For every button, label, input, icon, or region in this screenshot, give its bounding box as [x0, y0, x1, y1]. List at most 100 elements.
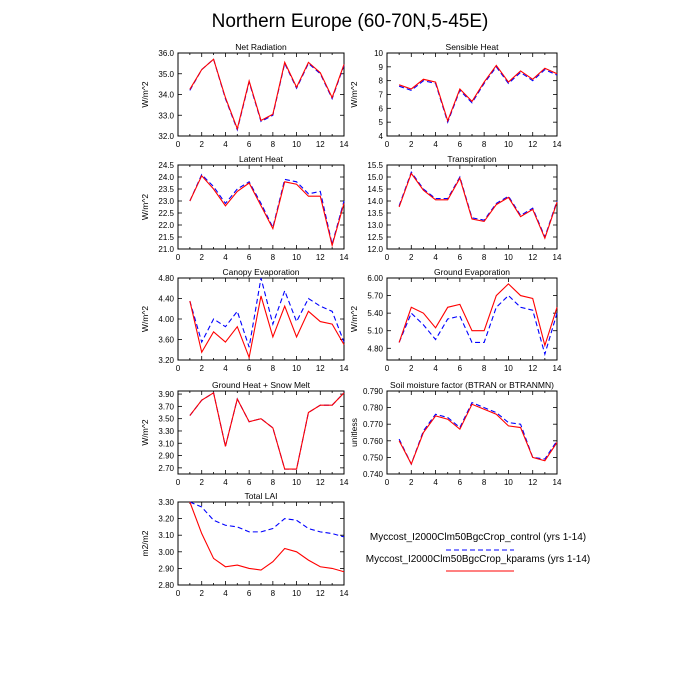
y-tick-label: 36.0 — [158, 49, 174, 58]
legend: Myccost_I2000Clm50BgcCrop_control (yrs 1… — [366, 532, 591, 572]
x-tick-label: 4 — [223, 589, 228, 598]
series-line-1 — [189, 501, 345, 538]
series-line-1 — [189, 391, 345, 470]
x-tick-label: 2 — [199, 364, 204, 373]
panel-title: Total LAI — [244, 491, 277, 501]
x-tick-label: 4 — [223, 364, 228, 373]
x-tick-label: 8 — [271, 589, 276, 598]
x-tick-label: 8 — [271, 364, 276, 373]
y-tick-label: 4.00 — [158, 315, 174, 324]
x-tick-label: 10 — [504, 253, 513, 262]
x-tick-label: 8 — [271, 478, 276, 487]
x-tick-label: 6 — [247, 589, 252, 598]
y-tick-label: 3.10 — [158, 531, 174, 540]
y-tick-label: 23.5 — [158, 185, 174, 194]
series-line-2 — [189, 295, 345, 360]
y-tick-label: 21.0 — [158, 245, 174, 254]
x-tick-label: 2 — [409, 364, 414, 373]
x-tick-label: 2 — [409, 478, 414, 487]
y-tick-label: 10 — [374, 49, 383, 58]
y-tick-label: 2.90 — [158, 452, 174, 461]
y-tick-label: 3.70 — [158, 402, 174, 411]
y-tick-label: 0.750 — [363, 453, 384, 462]
x-tick-label: 8 — [271, 140, 276, 149]
y-tick-label: 13.0 — [367, 221, 383, 230]
x-tick-label: 10 — [292, 253, 301, 262]
x-tick-label: 10 — [504, 364, 513, 373]
x-tick-label: 12 — [316, 253, 325, 262]
x-tick-label: 2 — [199, 140, 204, 149]
panel-title: Ground Evaporation — [434, 267, 510, 277]
legend-label-2: Myccost_I2000Clm50BgcCrop_kparams (yrs 1… — [366, 554, 591, 565]
x-tick-label: 6 — [458, 364, 463, 373]
y-axis-label: W/m^2 — [140, 306, 150, 332]
x-tick-label: 6 — [458, 140, 463, 149]
y-tick-label: 23.0 — [158, 197, 174, 206]
series-line-1 — [398, 401, 558, 466]
series-line-2 — [398, 64, 558, 123]
panel-title: Sensible Heat — [446, 42, 500, 52]
x-tick-label: 0 — [176, 364, 181, 373]
panel-5: 0 2 4 6 8 10 12 14 3.20 3.60 4.00 4.40 4.80 Canopy Ev… — [140, 267, 349, 373]
y-axis-label: W/m^2 — [349, 306, 359, 332]
y-tick-label: 2.90 — [158, 564, 174, 573]
series-line-2 — [189, 174, 345, 248]
y-tick-label: 4 — [379, 132, 384, 141]
x-tick-label: 14 — [553, 478, 562, 487]
x-tick-label: 14 — [553, 364, 562, 373]
x-tick-label: 8 — [482, 364, 487, 373]
y-tick-label: 3.50 — [158, 415, 174, 424]
y-tick-label: 3.10 — [158, 439, 174, 448]
y-tick-label: 4.80 — [158, 274, 174, 283]
y-tick-label: 4.40 — [158, 295, 174, 304]
series-line-1 — [398, 294, 558, 357]
y-tick-label: 14.5 — [367, 185, 383, 194]
y-tick-label: 0.780 — [363, 404, 384, 413]
x-tick-label: 6 — [247, 140, 252, 149]
x-tick-label: 4 — [433, 140, 438, 149]
plot-frame — [177, 277, 345, 361]
x-tick-label: 12 — [528, 478, 537, 487]
y-tick-label: 3.30 — [158, 427, 174, 436]
x-tick-label: 0 — [176, 253, 181, 262]
y-tick-label: 3.90 — [158, 390, 174, 399]
x-tick-label: 10 — [504, 140, 513, 149]
y-axis-label: W/m^2 — [140, 194, 150, 220]
x-tick-label: 4 — [223, 253, 228, 262]
plot-frame — [177, 52, 345, 137]
y-axis-label: m2/m2 — [140, 530, 150, 556]
panel-8: 0 2 4 6 8 10 12 14 0.740 0.750 0.760 0.770 0.780 0.79… — [349, 380, 562, 487]
panel-title: Ground Heat + Snow Melt — [212, 380, 311, 390]
x-tick-label: 14 — [553, 253, 562, 262]
y-tick-label: 0.770 — [363, 420, 384, 429]
y-tick-label: 2.70 — [158, 464, 174, 473]
x-tick-label: 10 — [292, 364, 301, 373]
panel-9: 0 2 4 6 8 10 12 14 2.80 2.90 3.00 3.10 3.20 3.30 Total… — [140, 491, 349, 598]
y-tick-label: 12.0 — [367, 245, 383, 254]
y-tick-label: 21.5 — [158, 233, 174, 242]
y-tick-label: 0.760 — [363, 437, 384, 446]
y-tick-label: 24.5 — [158, 161, 174, 170]
x-tick-label: 10 — [292, 140, 301, 149]
y-tick-label: 13.5 — [367, 209, 383, 218]
y-tick-label: 14.0 — [367, 197, 383, 206]
x-tick-label: 12 — [528, 253, 537, 262]
x-tick-label: 8 — [482, 253, 487, 262]
y-tick-label: 7 — [379, 91, 384, 100]
panel-4: 0 2 4 6 8 10 12 14 12.0 12.5 13.0 13.5 14.0 14.5 15.0 1… — [367, 154, 562, 262]
panel-6: 0 2 4 6 8 10 12 14 4.80 5.10 5.40 5.70 6.00 Ground Ev… — [349, 267, 562, 373]
y-tick-label: 2.80 — [158, 581, 174, 590]
x-tick-label: 12 — [316, 140, 325, 149]
x-tick-label: 6 — [458, 478, 463, 487]
series-line-1 — [398, 65, 558, 124]
y-tick-label: 5 — [379, 118, 384, 127]
panel-title: Soil moisture factor (BTRAN or BTRANMN) — [390, 380, 554, 390]
x-tick-label: 14 — [340, 364, 349, 373]
x-tick-label: 0 — [176, 589, 181, 598]
x-tick-label: 8 — [482, 478, 487, 487]
series-line-2 — [398, 403, 558, 466]
y-tick-label: 0.790 — [363, 387, 384, 396]
panel-1: 0 2 4 6 8 10 12 14 32.0 33.0 34.0 35.0 36.0 Net Radia… — [140, 42, 349, 149]
y-tick-label: 12.5 — [367, 233, 383, 242]
x-tick-label: 6 — [247, 364, 252, 373]
